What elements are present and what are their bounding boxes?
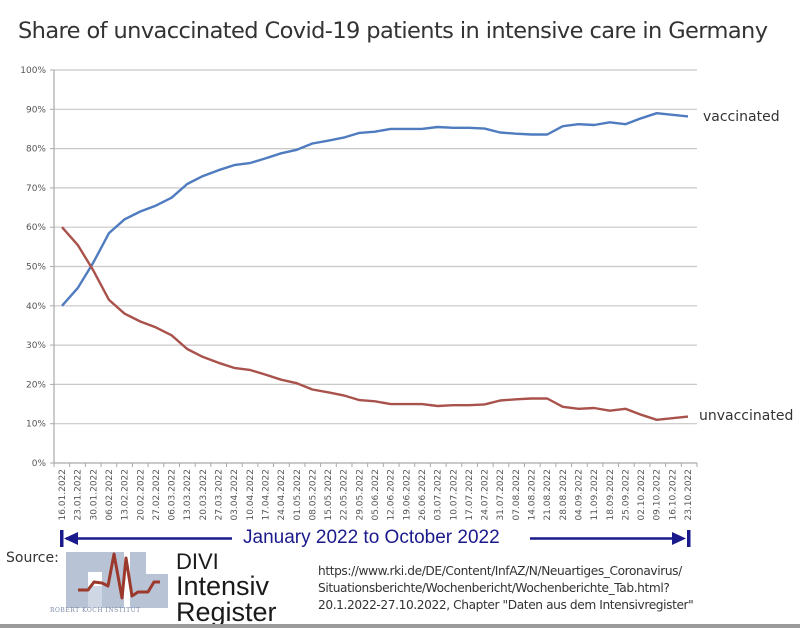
y-tick-label: 40% [26, 302, 46, 312]
divi-logo: DIVI Intensiv Register [176, 549, 277, 627]
rki-logo-text: ROBERT KOCH INSTITUT [50, 607, 141, 614]
x-tick-label: 10.07.2022 [449, 469, 459, 521]
x-tick-label: 13.03.2022 [183, 469, 193, 521]
x-axis-ticks: 16.01.2022 23.01.2022 30.01.2022 06.02.2022… [53, 463, 698, 521]
divi-logo-line: Register [176, 597, 277, 627]
x-tick-label: 03.07.2022 [434, 469, 444, 521]
source-reference: https://www.rki.de/DE/Content/InfAZ/N/Ne… [318, 563, 694, 614]
x-tick-label: 16.10.2022 [668, 469, 678, 521]
x-tick-label: 12.06.2022 [387, 469, 397, 521]
arrow-left-icon [64, 532, 78, 545]
x-tick-label: 27.02.2022 [152, 469, 162, 521]
period-label: January 2022 to October 2022 [237, 527, 506, 549]
x-tick-label: 26.06.2022 [418, 469, 428, 521]
y-tick-label: 70% [26, 184, 46, 194]
gridlines [54, 69, 697, 425]
x-tick-label: 06.03.2022 [168, 469, 178, 521]
series-line-unvaccinated [61, 226, 689, 421]
reference-line: Situationsberichte/Wochenbericht/Wochenb… [318, 581, 670, 595]
x-tick-label: 15.05.2022 [324, 469, 334, 521]
y-tick-label: 10% [26, 420, 46, 430]
bottom-rule [0, 624, 800, 628]
x-tick-label: 24.04.2022 [277, 469, 287, 521]
rki-logo-icon [66, 552, 168, 608]
x-tick-label: 23.10.2022 [684, 469, 694, 521]
x-tick-label: 28.08.2022 [559, 469, 569, 521]
x-tick-label: 22.05.2022 [340, 469, 350, 521]
x-tick-label: 20.02.2022 [136, 469, 146, 521]
x-tick-label: 08.05.2022 [308, 469, 318, 521]
x-tick-label: 25.09.2022 [621, 469, 631, 521]
y-tick-label: 80% [26, 145, 46, 155]
x-tick-label: 30.01.2022 [89, 469, 99, 521]
x-tick-label: 11.09.2022 [590, 469, 600, 521]
x-tick-label: 02.10.2022 [637, 469, 647, 521]
y-tick-label: 20% [26, 380, 46, 390]
y-tick-label: 60% [26, 223, 46, 233]
x-tick-label: 05.06.2022 [371, 469, 381, 521]
line-chart: 0% 10% 20% 30% 40% 50% 60% 70% 80% 90% 100% 16.01.… [20, 66, 793, 547]
x-tick-label: 13.02.2022 [121, 469, 131, 521]
x-tick-label: 20.03.2022 [199, 469, 209, 521]
x-tick-label: 17.07.2022 [465, 469, 475, 521]
x-tick-label: 10.04.2022 [246, 469, 256, 521]
x-tick-label: 27.03.2022 [215, 469, 225, 521]
period-end-bar [687, 530, 691, 547]
chart-title: Share of unvaccinated Covid-19 patients … [18, 18, 768, 44]
reference-line: 20.1.2022-27.10.2022, Chapter "Daten aus… [318, 598, 694, 612]
y-tick-label: 90% [26, 105, 46, 115]
y-tick-label: 50% [26, 263, 46, 273]
x-tick-label: 19.06.2022 [402, 469, 412, 521]
x-tick-label: 24.07.2022 [481, 469, 491, 521]
series-label-unvaccinated: unvaccinated [699, 408, 793, 424]
source-label: Source: [6, 550, 59, 566]
x-tick-label: 17.04.2022 [261, 469, 271, 521]
x-tick-label: 29.05.2022 [355, 469, 365, 521]
x-tick-label: 21.08.2022 [543, 469, 553, 521]
y-tick-label: 0% [32, 459, 47, 469]
y-tick-label: 100% [20, 66, 46, 76]
divi-logo-line: DIVI [176, 549, 219, 574]
reference-line: https://www.rki.de/DE/Content/InfAZ/N/Ne… [318, 564, 682, 578]
y-axis-ticks: 0% 10% 20% 30% 40% 50% 60% 70% 80% 90% 100% [20, 66, 54, 469]
series-line-vaccinated [61, 111, 689, 307]
x-tick-label: 31.07.2022 [496, 469, 506, 521]
x-tick-label: 18.09.2022 [606, 469, 616, 521]
x-tick-label: 09.10.2022 [653, 469, 663, 521]
x-tick-label: 16.01.2022 [58, 469, 68, 521]
x-tick-label: 03.04.2022 [230, 469, 240, 521]
period-start-bar [60, 530, 64, 547]
series-lines [61, 111, 689, 421]
x-tick-label: 14.08.2022 [528, 469, 538, 521]
arrow-right-icon [672, 532, 686, 545]
x-tick-label: 06.02.2022 [105, 469, 115, 521]
x-tick-label: 23.01.2022 [74, 469, 84, 521]
x-tick-label: 01.05.2022 [293, 469, 303, 521]
y-tick-label: 30% [26, 341, 46, 351]
x-tick-label: 07.08.2022 [512, 469, 522, 521]
series-label-vaccinated: vaccinated [703, 109, 780, 125]
divi-logo-line: Intensiv [176, 571, 270, 601]
x-tick-label: 04.09.2022 [574, 469, 584, 521]
period-arrow [60, 530, 691, 547]
